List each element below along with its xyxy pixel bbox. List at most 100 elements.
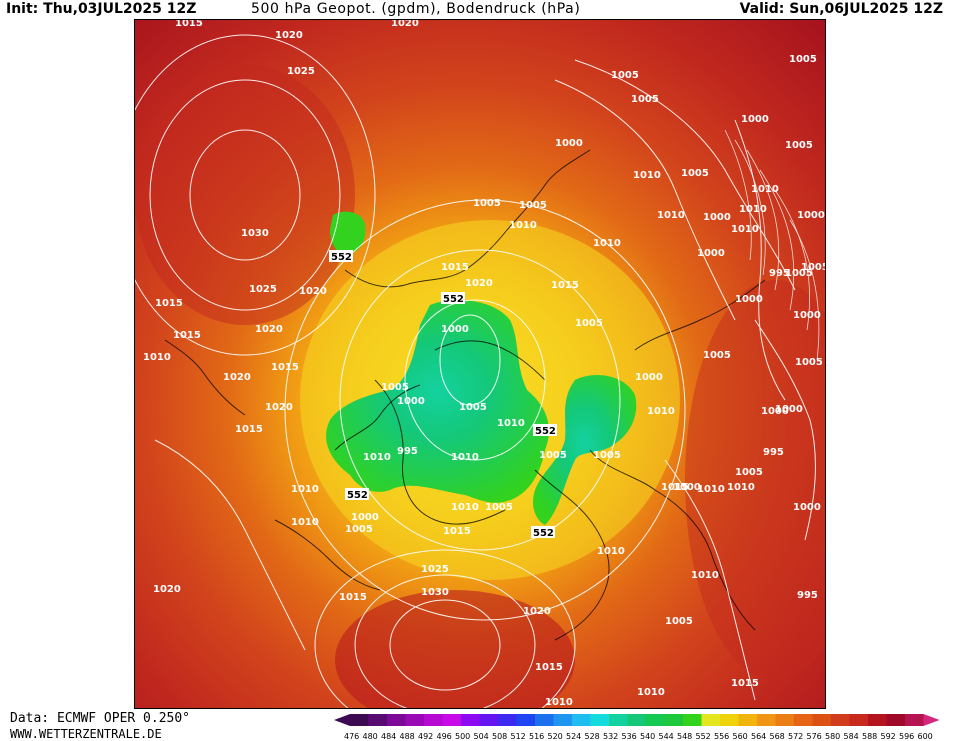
scale-tick-label: 576: [807, 732, 822, 741]
isobar-label: 1000: [397, 396, 425, 407]
scale-cell: [683, 714, 702, 726]
scale-tick-label: 512: [511, 732, 526, 741]
isobar-label: 1000: [673, 482, 701, 493]
isobar-label: 1005: [785, 140, 813, 151]
isobar-label: 1005: [539, 450, 567, 461]
isobar-label: 1005: [485, 502, 513, 513]
scale-tick-label: 552: [696, 732, 711, 741]
scale-cell: [572, 714, 591, 726]
isobar-label: 1010: [291, 517, 319, 528]
isobar-label: 1005: [459, 402, 487, 413]
scale-cell: [831, 714, 850, 726]
scale-tick-label: 528: [585, 732, 600, 741]
isobar-label: 1015: [173, 330, 201, 341]
isobar-label: 1005: [789, 54, 817, 65]
scale-tick-label: 532: [603, 732, 618, 741]
isobar-labels: 1015 1020 1020 1025 1030 1025 1020 1015 …: [143, 20, 825, 708]
scale-cell: [757, 714, 776, 726]
isobar-label: 1005: [703, 350, 731, 361]
isobar-label: 1015: [339, 592, 367, 603]
isobar-label: 1015: [271, 362, 299, 373]
isobar-label: 995: [769, 268, 790, 279]
isobar-label: 1005: [473, 198, 501, 209]
scale-cell: [405, 714, 425, 726]
isobar-label: 1010: [597, 546, 625, 557]
scale-tick-label: 492: [418, 732, 433, 741]
website-label: WWW.WETTERZENTRALE.DE: [10, 727, 162, 741]
scale-tick-label: 580: [825, 732, 840, 741]
gz-label: 552: [347, 490, 368, 501]
isobar-label: 1025: [287, 66, 315, 77]
gz-label: 552: [533, 528, 554, 539]
scale-cell: [609, 714, 628, 726]
isobar-label: 1025: [249, 284, 277, 295]
isobar-label: 1005: [681, 168, 709, 179]
isobar-label: 1005: [593, 450, 621, 461]
pacific-high-cell: [135, 65, 355, 325]
scale-cell: [535, 714, 554, 726]
scale-tick-label: 504: [474, 732, 489, 741]
gz-label-box: [441, 292, 465, 304]
isobar-label: 1020: [299, 286, 327, 297]
isobar-label: 1010: [545, 697, 573, 708]
isobar-label: 1005: [519, 200, 547, 211]
scale-cell: [812, 714, 832, 726]
eurasia-low-552: [533, 375, 637, 525]
isobar-label: 1020: [523, 606, 551, 617]
color-scale: 476 480 484 488 492 496 500 504 508 512 516 520 524 5…: [334, 714, 940, 741]
isobar-label: 1015: [535, 662, 563, 673]
scale-cell: [350, 714, 369, 726]
isobar-label: 1010: [593, 238, 621, 249]
isobar-label: 1010: [451, 452, 479, 463]
isobar-label: 1010: [451, 502, 479, 513]
scale-cell: [498, 714, 517, 726]
isobar-label: 1005: [345, 524, 373, 535]
scale-tick-label: 544: [659, 732, 674, 741]
isobar-label: 1025: [421, 564, 449, 575]
isobar-label: 1020: [255, 324, 283, 335]
gz-label-box: [329, 250, 353, 262]
isobar-label: 1030: [421, 587, 449, 598]
isobar-label: 1005: [735, 467, 763, 478]
isobar-label: 1010: [727, 482, 755, 493]
isobar-label: 1010: [363, 452, 391, 463]
coastlines: [164, 149, 766, 641]
valid-time-label: Valid: Sun,06JUL2025 12Z: [739, 1, 943, 17]
scale-cell: [849, 714, 869, 726]
isobar-label: 1015: [661, 482, 689, 493]
isobar-label: 1010: [633, 170, 661, 181]
scale-tick-label: 596: [899, 732, 914, 741]
scale-tick-label: 524: [566, 732, 581, 741]
isobar-label: 1000: [351, 512, 379, 523]
chart-title: 500 hPa Geopot. (gpdm), Bodendruck (hPa): [251, 1, 581, 17]
scale-tick-label: 600: [918, 732, 933, 741]
scale-tick-label: 568: [770, 732, 785, 741]
isobar-label: 1015: [155, 298, 183, 309]
scale-tick-label: 572: [788, 732, 803, 741]
scale-tick-label: 556: [714, 732, 729, 741]
isobar-label: 1020: [265, 402, 293, 413]
scale-tick-label: 516: [529, 732, 544, 741]
asia-isobars: [724, 129, 820, 361]
isobar-label: 1000: [735, 294, 763, 305]
isobar-label: 1015: [441, 262, 469, 273]
scale-cell: [794, 714, 813, 726]
isobar-label: 1000: [741, 114, 769, 125]
init-time-label: Init: Thu,03JUL2025 12Z: [6, 1, 197, 17]
scale-tick-label: 496: [437, 732, 452, 741]
isobar-label: 1000: [697, 248, 725, 259]
isobar-label: 1020: [223, 372, 251, 383]
isobar-label: 1010: [657, 210, 685, 221]
scale-tick-label: 536: [622, 732, 637, 741]
gz-label: 552: [535, 426, 556, 437]
scale-cell: [479, 714, 499, 726]
scale-cell: [905, 714, 924, 726]
isobar-label: 1000: [703, 212, 731, 223]
scale-cell: [461, 714, 480, 726]
isobar-label: 1015: [731, 678, 759, 689]
isobar-label: 995: [797, 590, 818, 601]
scale-tick-label: 540: [640, 732, 655, 741]
isobar-label: 1020: [275, 30, 303, 41]
isobar-label: 1015: [551, 280, 579, 291]
isobar-label: 1010: [731, 224, 759, 235]
